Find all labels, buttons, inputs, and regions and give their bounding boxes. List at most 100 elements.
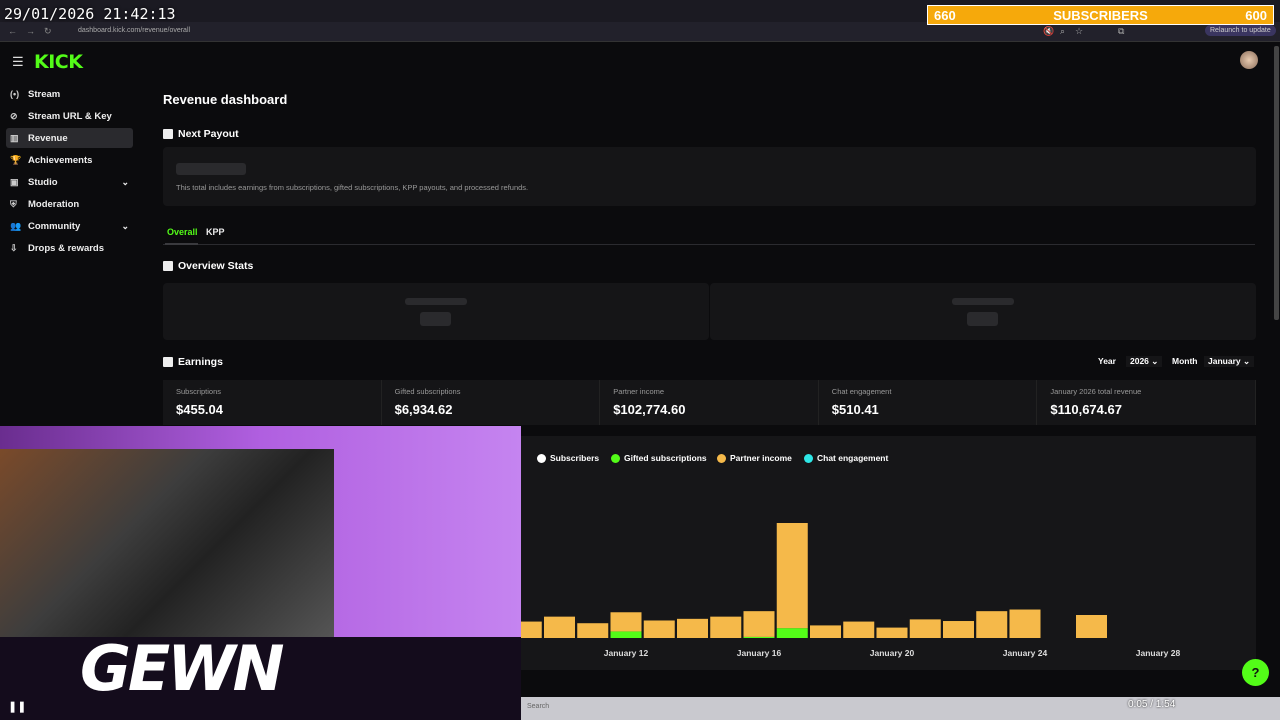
bar-partner-income[interactable] (521, 621, 542, 638)
earnings-card: Chat engagement $510.41 (818, 380, 1038, 425)
legend-label: Chat engagement (817, 453, 889, 463)
tab-divider (163, 244, 1255, 245)
shield-icon: ⛨ (10, 198, 17, 209)
card-label: Partner income (613, 387, 665, 396)
bar-partner-income[interactable] (544, 616, 575, 638)
legend-item[interactable]: Chat engagement (804, 453, 888, 463)
card-value: $455.04 (176, 402, 223, 417)
sidebar-item-revenue[interactable]: ▥ Revenue (6, 128, 133, 148)
taskbar-search[interactable]: Search (527, 703, 550, 710)
pause-icon[interactable]: ❚❚ (8, 701, 27, 713)
year-value: 2026 (1130, 356, 1149, 366)
extensions-icon[interactable]: ⧉ (1118, 26, 1125, 36)
streamer-logo: GEWN (80, 632, 285, 705)
legend-item[interactable]: Subscribers (537, 453, 599, 463)
payout-amount-loading (176, 163, 246, 175)
wallet-icon (163, 129, 173, 139)
earnings-title: Earnings (178, 356, 223, 368)
sidebar-item-label: Studio (28, 176, 58, 188)
legend-label: Gifted subscriptions (624, 453, 707, 463)
x-tick-label: January 20 (870, 648, 915, 658)
taskbar (521, 697, 1280, 720)
bar-partner-income[interactable] (743, 611, 775, 637)
chart-icon: ▥ (10, 132, 19, 143)
sidebar-item-stream-url-key[interactable]: ⊘ Stream URL & Key (6, 106, 133, 126)
bar-partner-income[interactable] (710, 616, 742, 638)
stat-value-loading (420, 312, 451, 326)
bar-gifted-subscriptions[interactable] (776, 628, 808, 638)
next-payout-title: Next Payout (178, 128, 239, 140)
sidebar-item-achievements[interactable]: 🏆 Achievements (6, 150, 133, 170)
bar-partner-income[interactable] (843, 621, 875, 638)
bar-partner-income[interactable] (1009, 609, 1041, 638)
tab-kpp[interactable]: KPP (206, 227, 225, 237)
year-label: Year (1098, 356, 1116, 366)
sidebar-item-label: Stream (28, 88, 61, 100)
bar-partner-income[interactable] (909, 619, 941, 638)
forward-icon[interactable]: → (26, 26, 35, 36)
stat-label-loading (952, 298, 1014, 305)
legend-dot (611, 453, 620, 463)
sidebar-item-drops-rewards[interactable]: ⇩ Drops & rewards (6, 238, 133, 258)
sidebar-item-stream[interactable]: (•) Stream (6, 84, 133, 104)
bar-partner-income[interactable] (643, 620, 675, 638)
legend-label: Partner income (730, 453, 792, 463)
tab-active-indicator (165, 243, 198, 245)
bar-partner-income[interactable] (876, 627, 908, 638)
bar-partner-income[interactable] (976, 611, 1008, 638)
sidebar-item-moderation[interactable]: ⛨ Moderation (6, 194, 133, 214)
legend-item[interactable]: Gifted subscriptions (611, 453, 707, 463)
bar-chart-icon (163, 357, 173, 367)
sidebar-item-community[interactable]: 👥 Community ⌄ (6, 216, 133, 236)
sidebar-item-label: Drops & rewards (28, 242, 105, 254)
next-payout-heading: Next Payout (163, 128, 239, 140)
earnings-card: Subscriptions $455.04 (163, 380, 382, 425)
trophy-icon: 🏆 (10, 154, 22, 165)
avatar[interactable] (1240, 51, 1258, 69)
tab-overall[interactable]: Overall (167, 227, 198, 237)
earnings-chart: January 12 January 16 January 20 January 24… (521, 523, 1181, 658)
legend-dot (717, 453, 726, 463)
address-bar[interactable]: dashboard.kick.com/revenue/overall (78, 27, 191, 34)
card-value: $6,934.62 (394, 402, 453, 417)
bar-partner-income[interactable] (677, 618, 708, 638)
overlay-clock: 29/01/2026 21:42:13 (4, 5, 176, 23)
sub-goal-target: 600 (1245, 7, 1267, 23)
zoom-icon[interactable]: ⌕ (1060, 26, 1066, 36)
bar-partner-income[interactable] (810, 625, 841, 638)
bar-partner-income[interactable] (776, 523, 808, 629)
sidebar-item-label: Moderation (28, 198, 80, 210)
gift-icon: ⇩ (10, 242, 18, 253)
reload-icon[interactable]: ↻ (44, 26, 52, 36)
sidebar-item-studio[interactable]: ▣ Studio ⌄ (6, 172, 133, 192)
webcam-banner (0, 637, 521, 720)
earnings-card: Gifted subscriptions $6,934.62 (381, 380, 601, 425)
bar-partner-income[interactable] (943, 621, 974, 638)
year-select[interactable]: 2026 ⌄ (1126, 356, 1163, 367)
legend-dot (537, 453, 546, 463)
subscriber-goal-bar: 660 SUBSCRIBERS 600 (927, 5, 1274, 25)
bar-partner-income[interactable] (1076, 615, 1107, 638)
help-chat-button[interactable]: ? (1242, 659, 1269, 686)
earnings-heading: Earnings (163, 356, 223, 368)
mute-icon[interactable]: 🔇 (1043, 26, 1055, 36)
back-icon[interactable]: ← (8, 26, 17, 36)
overview-stat-panel (163, 283, 709, 340)
kick-logo[interactable]: KICK (34, 51, 83, 73)
scrollbar[interactable] (1274, 46, 1279, 320)
relaunch-button[interactable]: Relaunch to update (1205, 25, 1276, 36)
bookmark-star-icon[interactable]: ☆ (1075, 26, 1084, 36)
month-select[interactable]: January ⌄ (1204, 356, 1255, 367)
bar-gifted-subscriptions[interactable] (743, 636, 775, 638)
card-value: $510.41 (831, 402, 879, 417)
video-time: 0:05 / 1:54 (1128, 699, 1176, 710)
webcam-video (0, 449, 334, 637)
bar-partner-income[interactable] (610, 612, 642, 632)
x-tick-label: January 28 (1136, 648, 1181, 658)
broadcast-icon: (•) (10, 89, 20, 99)
bar-gifted-subscriptions[interactable] (610, 631, 642, 638)
chevron-down-icon: ⌄ (1242, 356, 1251, 366)
menu-icon[interactable]: ☰ (12, 54, 24, 69)
legend-item[interactable]: Partner income (717, 453, 792, 463)
bar-partner-income[interactable] (577, 623, 609, 638)
